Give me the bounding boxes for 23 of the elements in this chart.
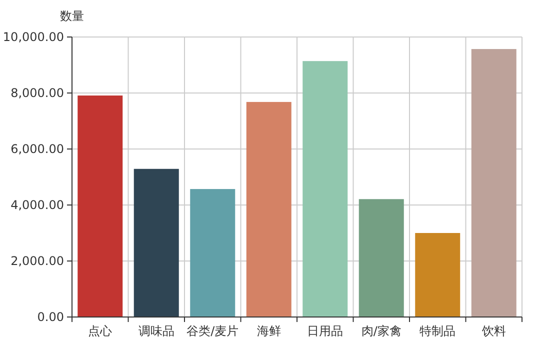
y-tick-label: 4,000.00 — [10, 198, 64, 212]
y-tick-label: 6,000.00 — [10, 142, 64, 156]
bar — [358, 199, 404, 317]
x-tick-label: 谷类/麦片 — [186, 324, 239, 338]
x-tick-label: 日用品 — [307, 324, 344, 338]
y-tick-label: 10,000.00 — [2, 30, 64, 44]
bar — [190, 189, 236, 317]
x-tick-label: 饮料 — [480, 324, 506, 338]
y-axis-title: 数量 — [60, 9, 84, 23]
bar — [78, 96, 123, 317]
bar — [246, 102, 292, 317]
y-tick-label: 8,000.00 — [10, 86, 64, 100]
x-tick-label: 肉/家禽 — [361, 324, 402, 338]
bar — [134, 168, 179, 317]
bar — [471, 49, 516, 317]
y-tick-label: 2,000.00 — [10, 254, 64, 268]
y-tick-label: 0.00 — [37, 310, 64, 324]
bar — [302, 61, 348, 317]
x-tick-label: 调味品 — [138, 324, 174, 338]
x-tick-label: 点心 — [88, 324, 112, 338]
x-tick-label: 特制品 — [420, 324, 456, 338]
bar — [415, 233, 460, 317]
x-tick-label: 海鲜 — [256, 324, 281, 338]
